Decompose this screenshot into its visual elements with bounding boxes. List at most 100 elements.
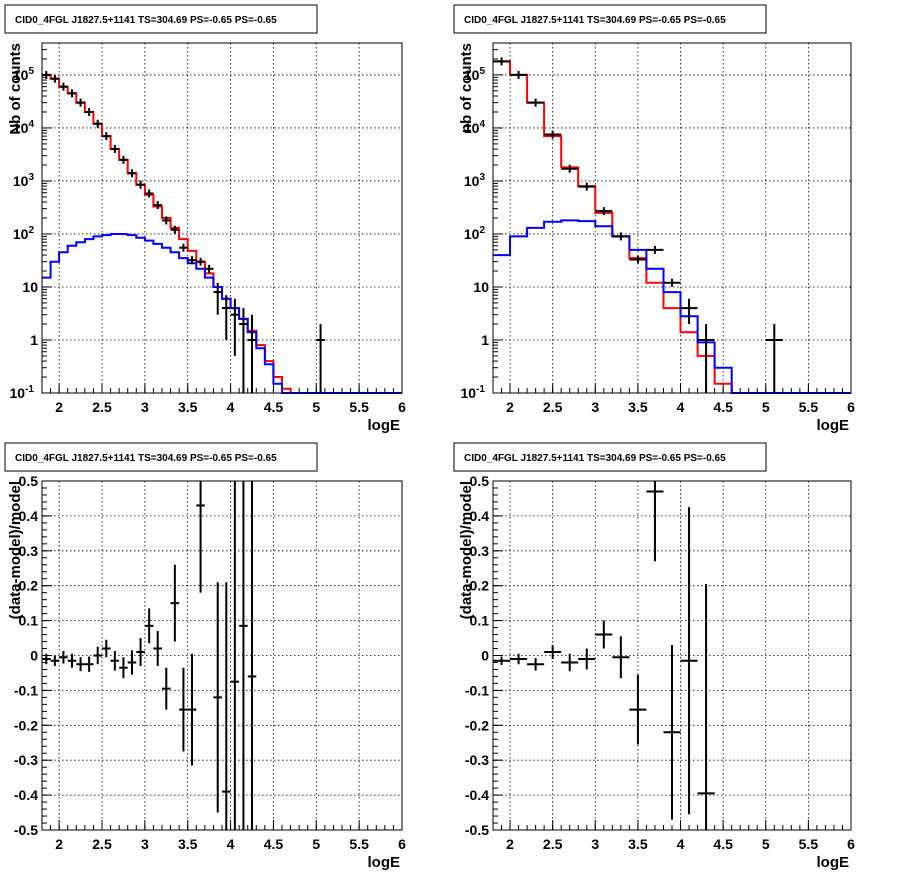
y-tick-label: 105 <box>13 66 35 83</box>
x-tick-label: 2.5 <box>92 836 112 852</box>
x-tick-label: 4.5 <box>264 399 284 415</box>
x-tick-label: 3 <box>591 836 599 852</box>
x-tick-label: 6 <box>847 399 855 415</box>
x-tick-label: 3.5 <box>178 399 198 415</box>
x-tick-label: 2.5 <box>543 399 563 415</box>
x-tick-label: 6 <box>847 836 855 852</box>
y-tick-label: 104 <box>13 119 35 136</box>
chart-title: CID0_4FGL J1827.5+1141 TS=304.69 PS=-0.6… <box>15 453 277 464</box>
x-axis-label: logE <box>817 854 850 871</box>
y-tick-label: -0.2 <box>14 717 38 733</box>
y-tick-label: 102 <box>464 225 486 242</box>
y-tick-label: 104 <box>464 119 486 136</box>
chart-panel-top-left: CID0_4FGL J1827.5+1141 TS=304.69 PS=-0.6… <box>4 4 406 434</box>
y-tick-label: 0.3 <box>470 543 490 559</box>
chart-title-box <box>4 442 318 472</box>
chart-panel-top-right: CID0_4FGL J1827.5+1141 TS=304.69 PS=-0.6… <box>453 4 855 434</box>
plot-frame <box>492 480 852 831</box>
plot-frame <box>41 480 403 831</box>
y-tick-label: -0.1 <box>465 682 489 698</box>
chart-title: CID0_4FGL J1827.5+1141 TS=304.69 PS=-0.6… <box>464 453 726 464</box>
x-tick-label: 2.5 <box>92 399 112 415</box>
y-tick-label: -0.4 <box>14 787 38 803</box>
y-tick-label: -0.3 <box>14 752 38 768</box>
y-axis-label: nb of counts <box>458 43 475 133</box>
x-tick-label: 6 <box>398 836 406 852</box>
y-tick-label: 0.5 <box>470 473 490 489</box>
y-tick-label: 0 <box>481 648 489 664</box>
x-tick-label: 5 <box>762 836 770 852</box>
y-tick-label: 103 <box>464 172 486 189</box>
y-tick-label: -0.3 <box>465 752 489 768</box>
y-tick-label: -0.5 <box>465 822 489 838</box>
y-tick-label: 0.4 <box>470 508 490 524</box>
y-tick-label: 102 <box>13 225 35 242</box>
x-tick-label: 4 <box>227 399 235 415</box>
y-tick-label: 0.1 <box>470 613 490 629</box>
y-axis-label: (data-model)/model <box>7 481 24 619</box>
x-tick-label: 3 <box>141 836 149 852</box>
chart-panel-bottom-right: CID0_4FGL J1827.5+1141 TS=304.69 PS=-0.6… <box>453 442 855 871</box>
y-tick-label: 10 <box>22 279 38 295</box>
y-tick-label: 0.4 <box>19 508 39 524</box>
x-tick-label: 2 <box>506 399 514 415</box>
x-tick-label: 3 <box>591 399 599 415</box>
x-tick-label: 4 <box>227 836 235 852</box>
y-tick-label: -0.2 <box>465 717 489 733</box>
chart-title-box <box>453 4 767 34</box>
x-tick-label: 6 <box>398 399 406 415</box>
x-tick-label: 2 <box>506 836 514 852</box>
y-axis-label: (data-model)/model <box>458 481 475 619</box>
x-tick-label: 3.5 <box>628 399 648 415</box>
y-tick-label: 0.1 <box>19 613 39 629</box>
y-tick-label: 0.3 <box>19 543 39 559</box>
chart-title: CID0_4FGL J1827.5+1141 TS=304.69 PS=-0.6… <box>464 15 726 26</box>
x-tick-label: 4 <box>677 836 685 852</box>
x-tick-label: 3 <box>141 399 149 415</box>
plot-frame <box>41 42 403 394</box>
series-line <box>493 219 851 394</box>
y-axis-label: Nb of counts <box>7 43 24 135</box>
y-tick-label: 0.5 <box>19 473 39 489</box>
x-axis-label: logE <box>368 854 401 871</box>
x-tick-label: 4 <box>677 399 685 415</box>
plot-frame <box>492 42 852 394</box>
x-tick-label: 3.5 <box>628 836 648 852</box>
x-tick-label: 5.5 <box>799 836 819 852</box>
y-tick-label: 10-1 <box>461 384 486 401</box>
x-tick-label: 3.5 <box>178 836 198 852</box>
y-tick-label: -0.4 <box>465 787 489 803</box>
y-tick-label: -0.1 <box>14 682 38 698</box>
x-tick-label: 5.5 <box>349 399 369 415</box>
x-tick-label: 5 <box>312 836 320 852</box>
x-tick-label: 2.5 <box>543 836 563 852</box>
y-tick-label: 0.2 <box>470 578 490 594</box>
y-tick-label: 10-1 <box>10 384 35 401</box>
x-tick-label: 4.5 <box>264 836 284 852</box>
x-tick-label: 2 <box>55 399 63 415</box>
x-tick-label: 5 <box>312 399 320 415</box>
y-tick-label: 1 <box>481 332 489 348</box>
y-tick-label: 103 <box>13 172 35 189</box>
y-tick-label: 0 <box>30 648 38 664</box>
chart-title-box <box>4 4 318 34</box>
x-axis-label: logE <box>368 417 401 434</box>
chart-title-box <box>453 442 767 472</box>
series-line <box>493 60 851 394</box>
y-tick-label: -0.5 <box>14 822 38 838</box>
chart-title: CID0_4FGL J1827.5+1141 TS=304.69 PS=-0.6… <box>15 15 277 26</box>
y-tick-label: 10 <box>473 279 489 295</box>
x-tick-label: 5.5 <box>799 399 819 415</box>
x-tick-label: 5.5 <box>349 836 369 852</box>
chart-panel-bottom-left: CID0_4FGL J1827.5+1141 TS=304.69 PS=-0.6… <box>4 442 406 871</box>
series-line <box>42 233 402 394</box>
y-tick-label: 105 <box>464 66 486 83</box>
x-tick-label: 4.5 <box>713 836 733 852</box>
x-tick-label: 5 <box>762 399 770 415</box>
x-tick-label: 4.5 <box>713 399 733 415</box>
x-tick-label: 2 <box>55 836 63 852</box>
y-tick-label: 1 <box>30 332 38 348</box>
x-axis-label: logE <box>817 417 850 434</box>
y-tick-label: 0.2 <box>19 578 39 594</box>
